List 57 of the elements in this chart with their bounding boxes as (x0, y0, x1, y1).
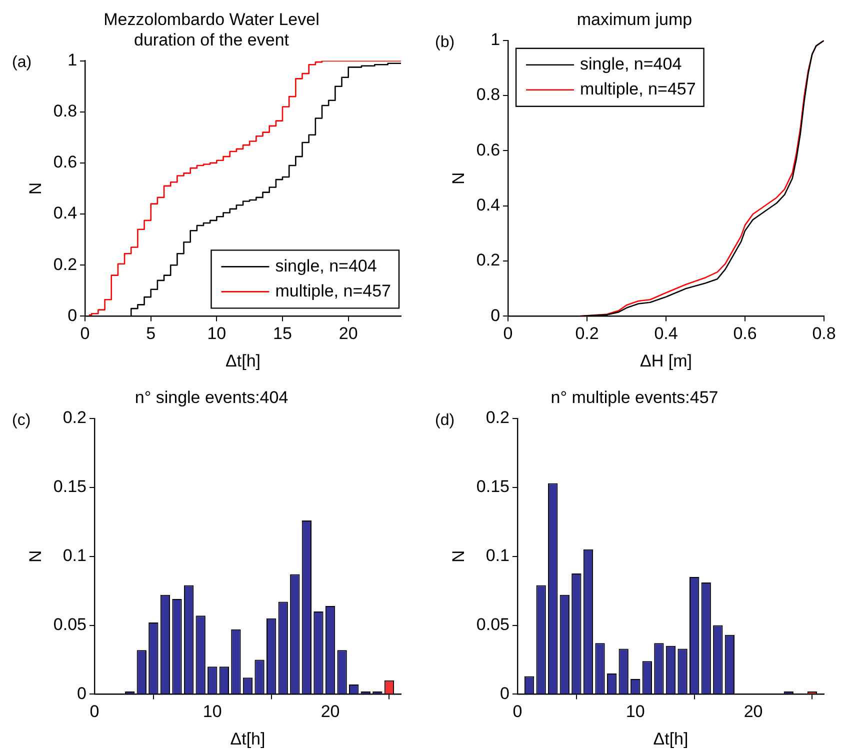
chart-title: Mezzolombardo Water Level (104, 10, 320, 29)
y-tick-label: 0.6 (53, 152, 78, 172)
y-tick-label: 0 (490, 306, 500, 325)
y-tick-label: 0.2 (486, 408, 510, 428)
y-tick-label: 1 (68, 50, 78, 70)
y-tick-label: 0.15 (476, 477, 510, 496)
x-axis-title: Δt[h] (653, 729, 688, 748)
y-tick-label: 0.05 (476, 614, 510, 634)
y-tick-label: 0.2 (53, 254, 78, 274)
y-axis-title: N (26, 550, 45, 562)
x-tick-label: 0.6 (733, 324, 757, 344)
x-axis-title: Δt[h] (226, 351, 261, 370)
x-tick-label: 15 (273, 324, 292, 344)
y-tick-label: 0.1 (62, 546, 86, 565)
x-tick-label: 10 (626, 702, 645, 722)
y-tick-label: 1 (490, 30, 500, 50)
y-tick-label: 0.2 (476, 250, 500, 270)
x-tick-label: 20 (744, 702, 763, 722)
text: (a) (12, 54, 32, 72)
x-tick-label: 10 (202, 702, 222, 722)
legend-label: multiple, n=457 (580, 80, 696, 99)
y-tick-label: 0.4 (53, 204, 78, 223)
y-axis-title: N (448, 172, 468, 184)
legend-label: single, n=404 (275, 256, 377, 276)
x-axis-title: ΔH [m] (640, 351, 692, 370)
legend-label: multiple, n=457 (275, 281, 392, 300)
y-axis-title: N (26, 182, 45, 195)
chart-title: maximum jump (576, 10, 692, 29)
y-tick-label: 0.4 (476, 196, 500, 215)
x-tick-label: 5 (146, 324, 156, 344)
y-tick-label: 0.1 (486, 546, 510, 565)
y-tick-label: 0.05 (53, 614, 86, 634)
text: (b) (435, 34, 455, 51)
x-tick-label: 0.8 (812, 324, 836, 344)
x-tick-label: 20 (338, 324, 358, 344)
x-tick-label: 0 (90, 702, 100, 722)
y-axis-title: N (448, 550, 468, 562)
x-tick-label: 0 (512, 702, 522, 722)
y-tick-label: 0.8 (53, 102, 78, 121)
y-tick-label: 0 (77, 684, 86, 703)
y-tick-label: 0 (68, 306, 78, 325)
chart-title: n° multiple events:457 (550, 388, 718, 407)
y-tick-label: 0.15 (53, 477, 86, 496)
text: (d) (435, 412, 455, 429)
x-axis-title: Δt[h] (230, 729, 266, 748)
y-tick-label: 0.6 (476, 140, 500, 160)
chart-subtitle: duration of the event (134, 30, 290, 50)
text: (c) (12, 412, 31, 429)
x-tick-label: 20 (320, 702, 340, 722)
x-tick-label: 10 (207, 324, 226, 344)
legend-label: single, n=404 (580, 54, 682, 74)
y-tick-label: 0.8 (476, 85, 500, 104)
y-tick-label: 0.2 (62, 408, 86, 428)
y-tick-label: 0 (500, 684, 510, 703)
x-tick-label: 0.4 (654, 324, 678, 344)
chart-title: n° single events:404 (134, 388, 288, 407)
x-tick-label: 0.2 (575, 324, 599, 344)
